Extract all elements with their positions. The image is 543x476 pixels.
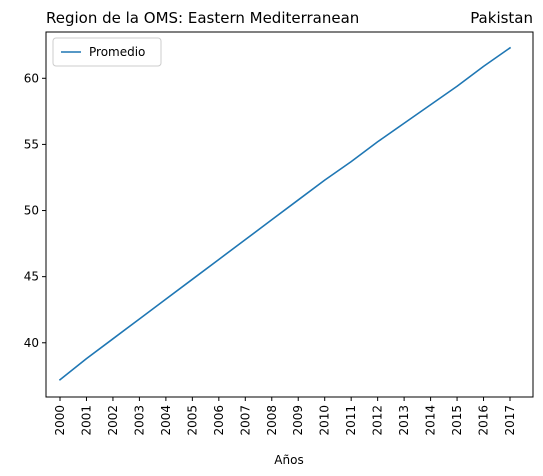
y-tick-label: 50 (24, 204, 39, 218)
y-tick-label: 55 (24, 137, 39, 151)
x-tick-label: 2005 (185, 405, 199, 436)
series-layer (58, 46, 512, 381)
y-tick-label: 40 (24, 336, 39, 350)
x-axis-label: Años (274, 453, 303, 467)
y-tick-label: 60 (24, 71, 39, 85)
x-tick-label: 2012 (371, 405, 385, 436)
x-tick-label: 2016 (477, 405, 491, 436)
x-tick-label: 2014 (424, 405, 438, 436)
x-tick-label: 2007 (238, 405, 252, 436)
y-tick-label: 45 (24, 270, 39, 284)
x-tick-label: 2010 (318, 405, 332, 436)
legend-box (52, 37, 162, 67)
x-tick-label: 2011 (344, 405, 358, 436)
x-tick-label: 2003 (132, 405, 146, 436)
x-tick-label: 2015 (450, 405, 464, 436)
y-axis: 40 45 50 55 60 (24, 71, 46, 350)
x-tick-label: 2000 (53, 405, 67, 436)
x-tick-label: 2002 (106, 405, 120, 436)
chart-title-right: Pakistan (470, 9, 533, 27)
plot-area (45, 31, 534, 398)
series-line-promedio (58, 46, 512, 381)
x-axis: 2000 2001 2002 2003 2004 2005 2006 2007 2008 2009… (53, 397, 517, 436)
x-tick-label: 2013 (397, 405, 411, 436)
legend-label: Promedio (89, 45, 145, 59)
x-tick-label: 2008 (265, 405, 279, 436)
x-tick-label: 2004 (159, 405, 173, 436)
legend: Promedio (52, 37, 162, 67)
x-tick-label: 2006 (212, 405, 226, 436)
chart-title-left: Region de la OMS: Eastern Mediterranean (46, 9, 359, 27)
x-tick-label: 2017 (503, 405, 517, 436)
x-tick-label: 2009 (291, 405, 305, 436)
x-tick-label: 2001 (79, 405, 93, 436)
